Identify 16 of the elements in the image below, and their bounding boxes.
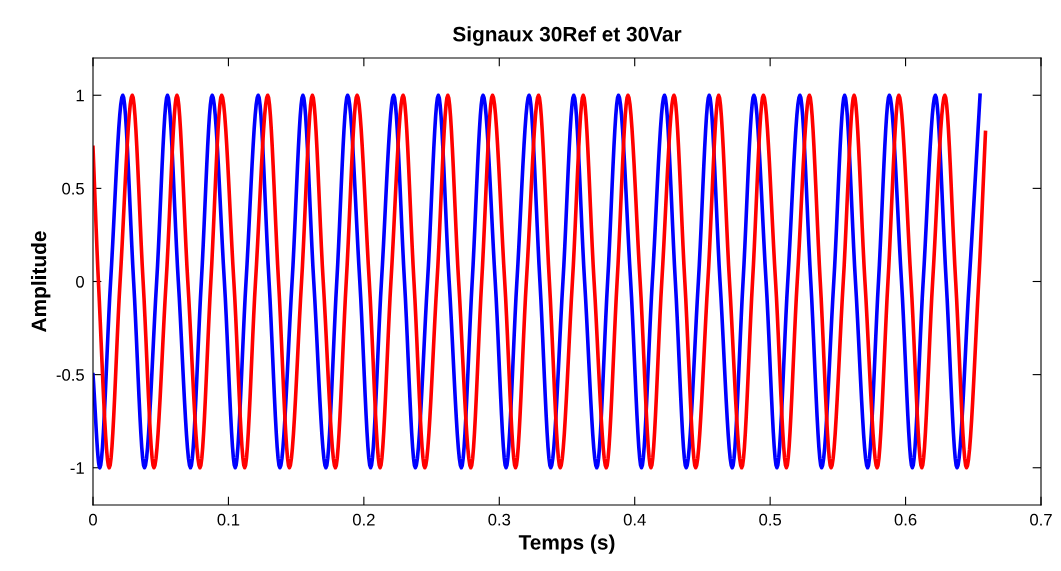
- y-axis-title: Amplitude: [30, 231, 51, 332]
- y-tick-label: 1: [76, 89, 84, 102]
- x-axis-title: Temps (s): [518, 534, 615, 554]
- y-tick-label: -0.5: [56, 369, 84, 381]
- x-tick-label: 0.1: [217, 513, 240, 526]
- x-tick-label: 0.4: [623, 513, 646, 526]
- x-tick-label: 0.6: [894, 513, 917, 526]
- x-tick-label: 0.7: [1030, 513, 1052, 526]
- x-tick-label: 0.5: [759, 513, 782, 526]
- x-tick-label: 0: [89, 513, 97, 526]
- y-tick-label: 0.5: [62, 182, 84, 195]
- x-tick-label: 0.2: [352, 513, 375, 526]
- y-tick-label: 0: [76, 275, 85, 288]
- y-tick-label: -1: [70, 462, 84, 474]
- x-tick-label: 0.3: [488, 513, 511, 526]
- chart-title: Signaux 30Ref et 30Var: [452, 26, 682, 46]
